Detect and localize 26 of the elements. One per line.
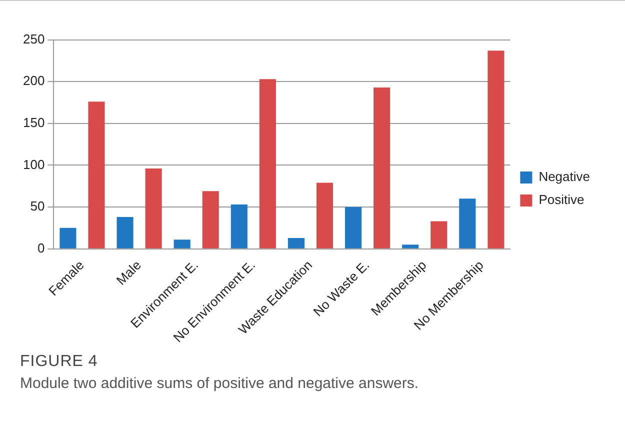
y-tick-label: 0 [37, 240, 45, 256]
y-tick-label: 100 [22, 156, 45, 172]
legend-label: Positive [538, 192, 584, 208]
y-tick-label: 150 [22, 114, 45, 130]
bar [488, 50, 504, 248]
y-tick-label: 200 [22, 73, 45, 88]
bar [344, 207, 362, 248]
bar [402, 244, 419, 248]
bar [374, 87, 390, 248]
bar [116, 217, 134, 248]
bar [430, 221, 448, 248]
bar [316, 182, 334, 248]
bar [459, 198, 476, 248]
legend-label: Negative [538, 169, 590, 184]
bar [230, 204, 248, 248]
bar [60, 228, 76, 248]
bar [174, 240, 190, 248]
bar [288, 238, 304, 248]
caption: FIGURE 4 [20, 353, 99, 371]
text: Module two additive sums of positive and negative answers. [20, 375, 419, 392]
bar [88, 102, 105, 248]
bar [202, 191, 219, 248]
y-tick-label: 50 [30, 198, 45, 214]
y-tick-label: 250 [22, 31, 45, 46]
bar [145, 168, 162, 248]
bar [259, 79, 276, 248]
